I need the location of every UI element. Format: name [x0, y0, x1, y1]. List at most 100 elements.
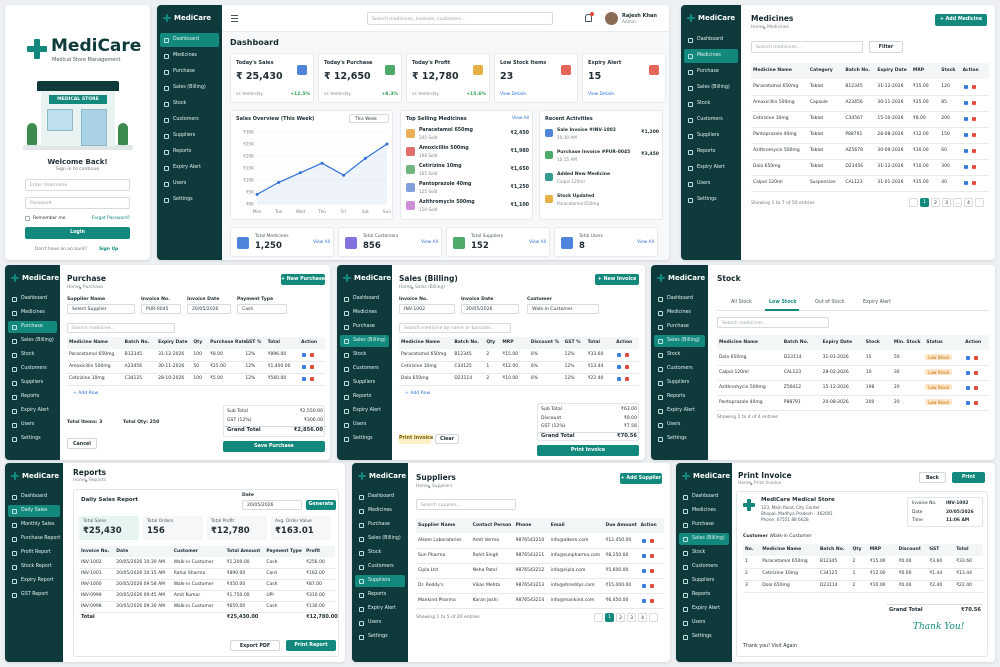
- avatar[interactable]: [605, 12, 618, 25]
- edit-icon[interactable]: [963, 117, 968, 121]
- menu-item[interactable]: Customers: [160, 113, 219, 127]
- menu-item[interactable]: Users: [654, 419, 705, 431]
- button[interactable]: + New Purchase: [281, 274, 325, 285]
- menu-item[interactable]: Expiry Alert: [340, 405, 389, 417]
- menu-item[interactable]: Customers: [8, 363, 57, 375]
- menu-item[interactable]: Users: [8, 419, 57, 431]
- notification-bell[interactable]: [585, 14, 592, 22]
- menu-item[interactable]: Suppliers: [8, 377, 57, 389]
- menu-item[interactable]: Dashboard: [160, 33, 219, 47]
- total-link[interactable]: View All: [313, 240, 330, 245]
- menu-item[interactable]: Medicines: [340, 307, 389, 319]
- pagination-page[interactable]: 2: [616, 613, 625, 622]
- button[interactable]: Export PDF: [230, 640, 280, 651]
- menu-item[interactable]: Purchase: [8, 321, 57, 333]
- menu-item[interactable]: Medicines: [684, 49, 738, 63]
- input[interactable]: Search medicines...: [751, 41, 863, 53]
- delete-icon[interactable]: [971, 133, 976, 137]
- menu-item[interactable]: Profit Report: [8, 547, 60, 559]
- menu-item[interactable]: Users: [340, 419, 389, 431]
- menu-item[interactable]: Expiry Alert: [679, 603, 729, 615]
- menu-item[interactable]: Reports: [684, 145, 738, 159]
- menu-item[interactable]: Suppliers: [160, 129, 219, 143]
- total-link[interactable]: View All: [637, 240, 654, 245]
- add-row[interactable]: + Add Row: [73, 391, 99, 396]
- menu-item[interactable]: Settings: [340, 433, 389, 445]
- input[interactable]: INV-1002: [399, 304, 455, 314]
- menu-item[interactable]: Users: [684, 177, 738, 191]
- menu-item[interactable]: Dashboard: [679, 491, 729, 503]
- delete-icon[interactable]: [974, 400, 979, 405]
- button[interactable]: Cancel: [67, 438, 97, 449]
- edit-icon[interactable]: [966, 385, 971, 390]
- input[interactable]: 20/05/2026: [242, 500, 302, 510]
- menu-item[interactable]: Sales (Billing): [160, 81, 219, 95]
- pagination-next[interactable]: [649, 613, 658, 622]
- menu-item[interactable]: Expiry Alert: [355, 603, 405, 615]
- edit-icon[interactable]: [617, 365, 622, 369]
- edit-icon[interactable]: [641, 598, 646, 603]
- edit-icon[interactable]: [617, 353, 622, 357]
- delete-icon[interactable]: [310, 365, 314, 369]
- menu-item[interactable]: Stock: [679, 547, 729, 559]
- edit-icon[interactable]: [302, 377, 306, 381]
- menu-item[interactable]: Sales (Billing): [340, 335, 389, 347]
- menu-item[interactable]: Sales (Billing): [654, 335, 705, 347]
- menu-item[interactable]: Purchase Report: [8, 533, 60, 545]
- signup-link[interactable]: Sign Up: [99, 247, 119, 252]
- menu-item[interactable]: Purchase: [679, 519, 729, 531]
- menu-item[interactable]: Settings: [679, 631, 729, 643]
- input[interactable]: 20/05/2026: [187, 304, 231, 314]
- menu-item[interactable]: Expiry Report: [8, 575, 60, 587]
- pagination-page[interactable]: ...: [953, 198, 962, 207]
- delete-icon[interactable]: [974, 355, 979, 360]
- edit-icon[interactable]: [641, 553, 646, 558]
- add-row[interactable]: + Add Row: [405, 391, 431, 396]
- input[interactable]: Cash: [237, 304, 287, 314]
- menu-item[interactable]: Stock: [8, 349, 57, 361]
- pagination-page[interactable]: 2: [931, 198, 940, 207]
- menu-item[interactable]: Users: [355, 617, 405, 629]
- delete-icon[interactable]: [625, 353, 630, 357]
- delete-icon[interactable]: [974, 370, 979, 375]
- pagination-page[interactable]: 1: [605, 613, 614, 622]
- menu-item[interactable]: Stock Report: [8, 561, 60, 573]
- menu-item[interactable]: Reports: [355, 589, 405, 601]
- input[interactable]: Search medicines...: [717, 317, 829, 328]
- delete-icon[interactable]: [971, 165, 976, 169]
- checkbox[interactable]: [25, 216, 30, 221]
- menu-item[interactable]: Medicines: [654, 307, 705, 319]
- menu-item[interactable]: Customers: [679, 561, 729, 573]
- button[interactable]: Save Purchase: [223, 441, 325, 452]
- menu-item[interactable]: Customers: [340, 363, 389, 375]
- menu-item[interactable]: Stock: [684, 97, 738, 111]
- menu-item[interactable]: Dashboard: [654, 293, 705, 305]
- menu-item[interactable]: Purchase: [654, 321, 705, 333]
- menu-item[interactable]: Sales (Billing): [355, 533, 405, 545]
- menu-item[interactable]: Daily Sales: [8, 505, 60, 517]
- pagination-prev[interactable]: [909, 198, 918, 207]
- button[interactable]: Filter: [869, 41, 903, 53]
- pagination-page[interactable]: 3: [627, 613, 636, 622]
- delete-icon[interactable]: [649, 598, 654, 603]
- chart-dropdown[interactable]: This Week: [349, 114, 389, 123]
- tab[interactable]: Out of Stock: [815, 300, 845, 305]
- menu-item[interactable]: Reports: [8, 391, 57, 403]
- edit-icon[interactable]: [641, 538, 646, 543]
- input[interactable]: Password: [25, 197, 130, 209]
- input[interactable]: Walk-in Customer: [527, 304, 599, 314]
- menu-item[interactable]: Reports: [679, 589, 729, 601]
- total-link[interactable]: View All: [529, 240, 546, 245]
- delete-icon[interactable]: [625, 377, 630, 381]
- edit-icon[interactable]: [617, 377, 622, 381]
- menu-item[interactable]: Customers: [355, 561, 405, 573]
- button[interactable]: + Add Medicine: [935, 14, 987, 26]
- menu-item[interactable]: Dashboard: [340, 293, 389, 305]
- menu-item[interactable]: Purchase: [340, 321, 389, 333]
- menu-item[interactable]: Suppliers: [684, 129, 738, 143]
- menu-item[interactable]: Reports: [160, 145, 219, 159]
- input[interactable]: Select Supplier: [67, 304, 135, 314]
- edit-icon[interactable]: [963, 101, 968, 105]
- delete-icon[interactable]: [971, 149, 976, 153]
- menu-item[interactable]: Stock: [160, 97, 219, 111]
